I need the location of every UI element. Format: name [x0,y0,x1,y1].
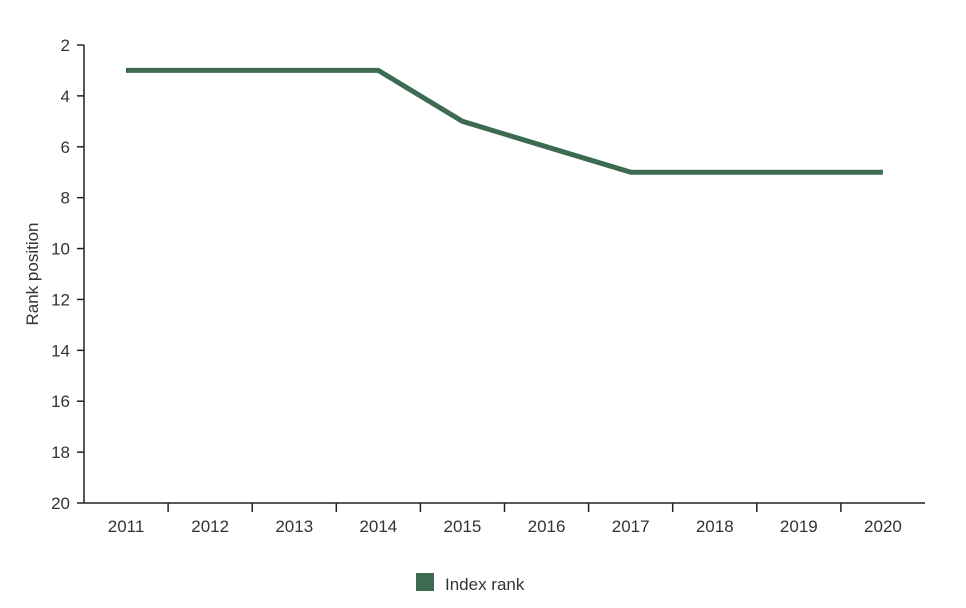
y-tick-label: 8 [61,189,70,208]
x-tick-label: 2017 [612,517,650,536]
y-tick-label: 18 [51,443,70,462]
x-tick-label: 2015 [444,517,482,536]
x-tick-label: 2019 [780,517,818,536]
series-line-0 [126,67,883,175]
y-tick-label: 2 [61,36,70,55]
x-tick-label: 2016 [528,517,566,536]
x-tick-label: 2013 [275,517,313,536]
y-tick-label: 10 [51,240,70,259]
legend-label: Index rank [445,575,525,594]
x-tick-label: 2014 [359,517,397,536]
x-axis: 2011 2012 2013 2014 2015 2016 2017 2018 2019 2020 [84,502,925,536]
y-tick-label: 4 [61,87,70,106]
y-tick-label: 16 [51,392,70,411]
x-tick-label: 2012 [191,517,229,536]
legend-swatch [416,573,434,591]
series-layer [126,67,883,175]
x-tick-label: 2020 [864,517,902,536]
y-axis-title: Rank position [23,222,42,325]
y-axis: 2 4 6 8 10 12 14 16 18 20 [51,36,85,513]
x-tick-label: 2018 [696,517,734,536]
y-tick-label: 12 [51,290,70,309]
legend: Index rank [416,573,525,594]
x-tick-label: 2011 [108,517,145,536]
y-tick-label: 6 [61,138,70,157]
y-tick-label: 14 [51,341,70,360]
y-tick-label: 20 [51,494,70,513]
